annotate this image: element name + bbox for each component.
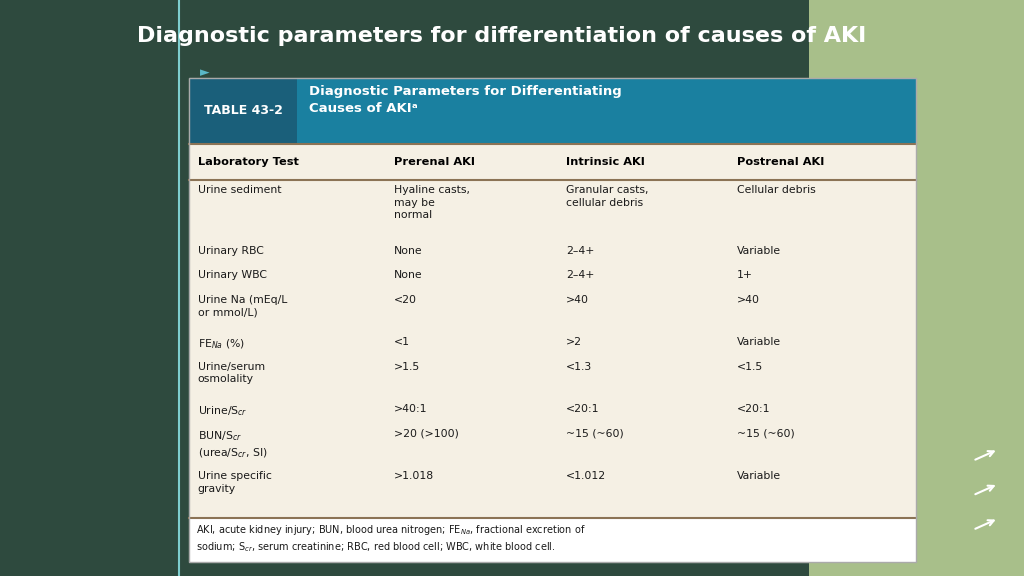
- Text: Urine/S$_{cr}$: Urine/S$_{cr}$: [198, 404, 247, 418]
- Text: <1.3: <1.3: [566, 362, 593, 372]
- Text: Urine sediment: Urine sediment: [198, 185, 282, 195]
- Text: 1+: 1+: [737, 270, 754, 280]
- Text: >40: >40: [566, 294, 589, 305]
- Text: ►: ►: [200, 66, 209, 79]
- Bar: [189, 78, 916, 562]
- Text: FE$_{Na}$ (%): FE$_{Na}$ (%): [198, 337, 245, 351]
- Text: >40:1: >40:1: [394, 404, 428, 414]
- Text: <1.5: <1.5: [737, 362, 764, 372]
- Text: Postrenal AKI: Postrenal AKI: [737, 157, 824, 167]
- Text: Urinary WBC: Urinary WBC: [198, 270, 266, 280]
- Bar: [189, 78, 297, 144]
- Bar: [809, 0, 1024, 576]
- Text: Intrinsic AKI: Intrinsic AKI: [566, 157, 645, 167]
- Text: Variable: Variable: [737, 245, 781, 256]
- Text: >1.018: >1.018: [394, 471, 434, 482]
- Bar: [189, 144, 916, 180]
- Text: BUN/S$_{cr}$
(urea/S$_{cr}$, SI): BUN/S$_{cr}$ (urea/S$_{cr}$, SI): [198, 429, 267, 460]
- Text: 2–4+: 2–4+: [566, 245, 595, 256]
- Text: <20: <20: [394, 294, 417, 305]
- Text: Variable: Variable: [737, 337, 781, 347]
- Text: AKI, acute kidney injury; BUN, blood urea nitrogen; FE$_{Na}$, fractional excret: AKI, acute kidney injury; BUN, blood ure…: [196, 523, 585, 554]
- Text: Diagnostic parameters for differentiation of causes of AKI: Diagnostic parameters for differentiatio…: [137, 26, 866, 46]
- Text: Urine specific
gravity: Urine specific gravity: [198, 471, 271, 494]
- Text: >1.5: >1.5: [394, 362, 421, 372]
- Text: TABLE 43-2: TABLE 43-2: [204, 104, 283, 118]
- Text: Granular casts,
cellular debris: Granular casts, cellular debris: [566, 185, 649, 208]
- Text: >2: >2: [566, 337, 583, 347]
- Text: Urinary RBC: Urinary RBC: [198, 245, 263, 256]
- Bar: [189, 180, 916, 518]
- Text: >40: >40: [737, 294, 760, 305]
- Text: Prerenal AKI: Prerenal AKI: [394, 157, 475, 167]
- Text: None: None: [394, 245, 423, 256]
- Text: <1.012: <1.012: [566, 471, 606, 482]
- Text: Cellular debris: Cellular debris: [737, 185, 816, 195]
- Text: Urine Na (mEq/L
or mmol/L): Urine Na (mEq/L or mmol/L): [198, 294, 287, 317]
- Text: 2–4+: 2–4+: [566, 270, 595, 280]
- Text: ~15 (~60): ~15 (~60): [566, 429, 624, 439]
- Bar: [189, 78, 916, 562]
- Text: Variable: Variable: [737, 471, 781, 482]
- Bar: [189, 518, 916, 562]
- Text: Hyaline casts,
may be
normal: Hyaline casts, may be normal: [394, 185, 470, 221]
- Text: Urine/serum
osmolality: Urine/serum osmolality: [198, 362, 265, 384]
- Text: Laboratory Test: Laboratory Test: [198, 157, 299, 167]
- Bar: [189, 78, 916, 144]
- Text: Diagnostic Parameters for Differentiating
Causes of AKIᵃ: Diagnostic Parameters for Differentiatin…: [309, 85, 622, 115]
- Text: ~15 (~60): ~15 (~60): [737, 429, 795, 439]
- Text: <20:1: <20:1: [737, 404, 771, 414]
- Text: <20:1: <20:1: [566, 404, 600, 414]
- Text: >20 (>100): >20 (>100): [394, 429, 459, 439]
- Text: None: None: [394, 270, 423, 280]
- Text: <1: <1: [394, 337, 411, 347]
